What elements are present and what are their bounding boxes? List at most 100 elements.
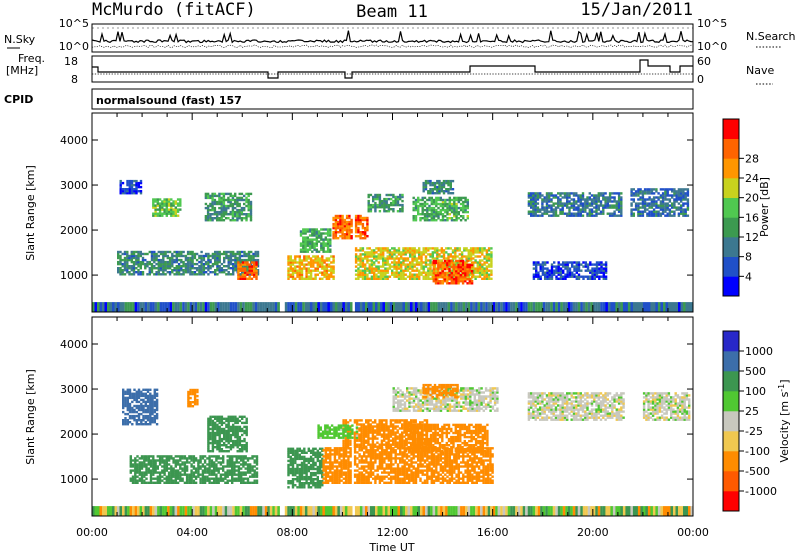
power-cell [383, 199, 386, 203]
power-cell [250, 256, 253, 260]
velocity-cell [146, 408, 150, 412]
velocity-cell [158, 457, 162, 460]
power-cell [401, 210, 404, 213]
power-cell [646, 214, 649, 217]
power-cell [444, 210, 447, 214]
velocity-cell [137, 404, 141, 408]
power-cell [370, 251, 374, 254]
velocity-cell [133, 394, 136, 398]
power-ground-cell [359, 302, 363, 312]
power-cell [459, 276, 462, 279]
power-cell [474, 269, 477, 272]
power-cell [464, 198, 467, 202]
power-ground-cell [380, 302, 383, 312]
power-cell [339, 235, 342, 238]
velocity-cell [122, 421, 125, 424]
velocity-cell [161, 469, 164, 472]
power-ground-cell [119, 302, 123, 312]
power-cell [336, 214, 340, 218]
power-cell [119, 273, 122, 276]
velocity-cell [143, 473, 146, 476]
velocity-ground-cell [390, 506, 393, 516]
power-cell [204, 271, 208, 274]
power-cell [387, 210, 391, 213]
power-cell [443, 280, 447, 283]
power-cell [393, 253, 396, 256]
power-cell [158, 212, 162, 215]
power-cell [289, 255, 292, 258]
power-cell [424, 257, 428, 260]
power-cell [577, 206, 580, 209]
power-cell [393, 257, 396, 260]
power-cell [422, 247, 425, 250]
power-cell [546, 261, 549, 264]
power-cell [220, 210, 223, 214]
power-cell [209, 254, 212, 258]
power-cell [415, 259, 419, 262]
velocity-cell [244, 463, 247, 466]
power-cell [325, 271, 328, 274]
velocity-ground-cell [287, 506, 290, 516]
power-cell [343, 233, 347, 236]
velocity-ground-cell [254, 506, 258, 516]
power-cell [490, 247, 493, 250]
power-cell [554, 196, 558, 199]
power-ground-cell [650, 302, 653, 312]
velocity-cell [145, 473, 148, 476]
power-cell [541, 263, 545, 266]
power-cell [245, 196, 248, 200]
power-cell [231, 213, 235, 216]
velocity-cell [151, 408, 154, 412]
power-cell [430, 206, 433, 210]
power-cell [438, 188, 441, 191]
power-cell [617, 196, 621, 199]
power-cell [386, 261, 389, 264]
power-cell [429, 265, 432, 268]
velocity-cell [201, 469, 205, 472]
power-cell [148, 262, 151, 266]
velocity-ground-cell [555, 506, 558, 516]
power-ground-cell [427, 302, 431, 312]
velocity-cell [231, 469, 234, 472]
power-cell [580, 269, 583, 272]
power-cell [648, 202, 651, 205]
power-cell [437, 269, 440, 273]
power-cell [231, 202, 235, 206]
power-cell [357, 259, 360, 262]
power-cell [364, 269, 367, 272]
power-cell [483, 263, 486, 266]
power-cell [458, 257, 461, 260]
power-cell [611, 196, 614, 199]
power-cell [135, 183, 138, 187]
power-ground-cell [214, 302, 218, 312]
power-cell [404, 251, 407, 254]
velocity-cell [145, 465, 148, 468]
power-cell [343, 235, 347, 238]
power-cell [229, 254, 233, 258]
velocity-cell [174, 465, 177, 468]
power-ground-cell [645, 302, 648, 312]
power-cell [641, 196, 645, 199]
power-cell [677, 190, 681, 193]
power-cell [419, 217, 422, 220]
power-cell [402, 247, 405, 250]
velocity-cell [170, 455, 173, 458]
power-cell [469, 251, 473, 254]
power-cell [545, 202, 549, 205]
power-cell [451, 261, 455, 264]
power-cell [598, 269, 601, 272]
power-cell [364, 233, 367, 236]
power-cell [677, 202, 681, 205]
power-cell [206, 206, 210, 210]
power-cell [599, 194, 603, 197]
power-cell [602, 263, 605, 266]
velocity-cell [152, 455, 155, 458]
power-cell [668, 204, 672, 207]
power-cell [437, 276, 440, 279]
velocity-cell [144, 400, 147, 404]
velocity-cell [224, 473, 227, 476]
power-cell [414, 219, 418, 222]
power-cell [385, 203, 388, 207]
power-cell [170, 214, 173, 217]
power-cell [146, 273, 149, 276]
